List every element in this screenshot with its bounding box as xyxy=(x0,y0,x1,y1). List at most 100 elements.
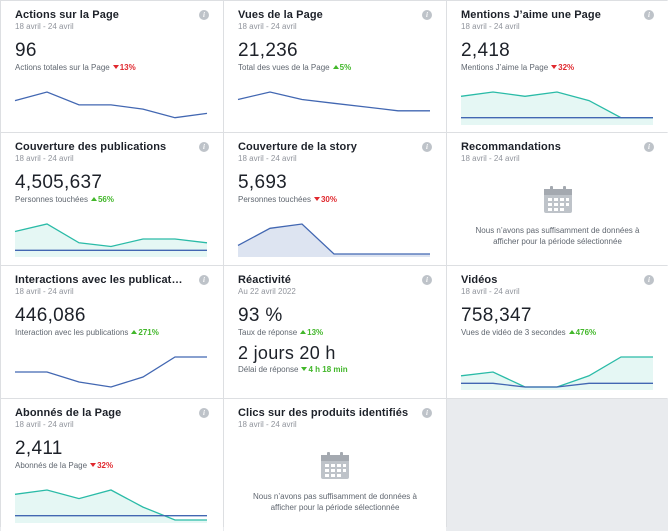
trend-down-icon xyxy=(551,65,558,69)
sparkline xyxy=(237,91,430,112)
sparkline-area-0 xyxy=(461,92,653,125)
delta-badge: 13% xyxy=(112,63,136,72)
delta-value: 271% xyxy=(138,328,159,337)
trend-up-icon xyxy=(568,330,575,334)
card-couverture-story[interactable]: Couverture de la story 18 avril - 24 avr… xyxy=(224,133,446,265)
trend-up-icon xyxy=(300,330,307,334)
card-metric-label: Personnes touchées xyxy=(238,195,311,204)
info-icon[interactable]: i xyxy=(644,10,654,20)
card-metric-label: Mentions J’aime la Page xyxy=(461,63,549,72)
delta-value: 5% xyxy=(339,63,352,72)
calendar-icon xyxy=(543,186,572,213)
card-abonnes[interactable]: Abonnés de la Page 18 avril - 24 avril i… xyxy=(1,399,223,531)
delta-value: 13% xyxy=(307,328,324,337)
calendar-icon xyxy=(321,452,349,479)
trend-up-icon xyxy=(90,197,97,201)
card-title[interactable]: Couverture des publications xyxy=(15,141,167,153)
sparkline xyxy=(14,489,207,523)
sparkline-line-0 xyxy=(237,91,430,112)
sparkline-line-0 xyxy=(14,91,208,119)
card-value: 21,236 xyxy=(238,40,298,61)
trend-down-icon xyxy=(90,463,97,467)
sparkline xyxy=(237,223,430,257)
card-recommandations[interactable]: Recommandations 18 avril - 24 avril i No… xyxy=(447,133,668,265)
card-title[interactable]: Vues de la Page xyxy=(238,9,323,21)
card-title[interactable]: Réactivité xyxy=(238,274,291,286)
sparkline xyxy=(15,356,207,388)
trend-down-icon xyxy=(112,65,119,69)
card-title[interactable]: Clics sur des produits identifiés xyxy=(238,407,409,419)
delta-badge: 56% xyxy=(90,195,114,204)
card-metric-label: Vues de vidéo de 3 secondes xyxy=(461,328,566,337)
delta-badge: 32% xyxy=(551,63,574,72)
sparkline xyxy=(14,91,208,119)
card-title[interactable]: Abonnés de la Page xyxy=(15,407,122,419)
card-subtitle: Mentions J’aime la Page 32% xyxy=(461,63,654,72)
card-actions[interactable]: Actions sur la Page 18 avril - 24 avril … xyxy=(1,1,223,132)
card-date: 18 avril - 24 avril xyxy=(238,154,297,163)
info-icon[interactable]: i xyxy=(644,275,654,285)
card-metric-label: Actions totales sur la Page xyxy=(15,63,110,72)
sparkline xyxy=(14,223,208,257)
card-date: Au 22 avril 2022 xyxy=(238,287,296,296)
card-value: 2,418 xyxy=(461,40,511,61)
response-rate-value: 93 % xyxy=(238,305,283,326)
info-icon[interactable]: i xyxy=(644,142,654,152)
card-subtitle: Personnes touchées 56% xyxy=(15,195,209,204)
info-icon[interactable]: i xyxy=(422,275,432,285)
card-title[interactable]: Interactions avec les publicat… xyxy=(15,274,183,286)
card-subtitle: Personnes touchées 30% xyxy=(238,195,432,204)
delta-value: 13% xyxy=(119,63,136,72)
info-icon[interactable]: i xyxy=(422,10,432,20)
card-reactivite[interactable]: Réactivité Au 22 avril 2022 i 93 % Taux … xyxy=(224,266,446,398)
trend-up-icon xyxy=(332,65,339,69)
delta-badge: 271% xyxy=(131,328,159,337)
card-metric-label: Taux de réponse xyxy=(238,328,298,337)
info-icon[interactable]: i xyxy=(199,142,209,152)
card-clics-produits[interactable]: Clics sur des produits identifiés 18 avr… xyxy=(224,399,446,531)
sparkline-area-0 xyxy=(238,224,430,257)
trend-down-icon xyxy=(313,197,320,201)
card-metric-label: Abonnés de la Page xyxy=(15,461,88,470)
card-date: 18 avril - 24 avril xyxy=(461,287,520,296)
sparkline-area-0 xyxy=(15,224,207,257)
card-mentions[interactable]: Mentions J’aime une Page 18 avril - 24 a… xyxy=(447,1,668,132)
delta-badge: 476% xyxy=(568,328,596,337)
card-date: 18 avril - 24 avril xyxy=(15,420,74,429)
info-icon[interactable]: i xyxy=(422,408,432,418)
card-title[interactable]: Couverture de la story xyxy=(238,141,357,153)
card-date: 18 avril - 24 avril xyxy=(238,420,297,429)
card-metric-label: Personnes touchées xyxy=(15,195,88,204)
delta-value: 32% xyxy=(97,461,114,470)
delta-badge-2: 4 h 18 min xyxy=(301,365,348,374)
card-title[interactable]: Recommandations xyxy=(461,141,561,153)
card-vues[interactable]: Vues de la Page 18 avril - 24 avril i 21… xyxy=(224,1,446,132)
card-metric-label-2: Délai de réponse xyxy=(238,365,299,374)
card-videos[interactable]: Vidéos 18 avril - 24 avril i 758,347 Vue… xyxy=(447,266,668,398)
sparkline-line-0 xyxy=(14,223,208,248)
card-value: 2,411 xyxy=(15,438,63,459)
sparkline xyxy=(460,91,653,125)
sparkline-area-0 xyxy=(461,357,653,390)
delta-value: 30% xyxy=(320,195,337,204)
card-title[interactable]: Actions sur la Page xyxy=(15,9,119,21)
info-icon[interactable]: i xyxy=(199,275,209,285)
card-subtitle: Taux de réponse 13% xyxy=(238,328,432,337)
info-icon[interactable]: i xyxy=(422,142,432,152)
empty-grid-cell xyxy=(447,399,668,531)
delta-badge: 5% xyxy=(332,63,352,72)
card-subtitle: Interaction avec les publications 271% xyxy=(15,328,209,337)
response-time-value: 2 jours 20 h xyxy=(238,343,336,363)
card-couverture-publications[interactable]: Couverture des publications 18 avril - 2… xyxy=(1,133,223,265)
card-date: 18 avril - 24 avril xyxy=(461,22,520,31)
empty-message: Nous n’avons pas suffisamment de données… xyxy=(253,492,417,512)
card-date: 18 avril - 24 avril xyxy=(15,287,74,296)
sparkline-line-0 xyxy=(237,223,430,255)
card-title[interactable]: Vidéos xyxy=(461,274,498,286)
info-icon[interactable]: i xyxy=(199,408,209,418)
info-icon[interactable]: i xyxy=(199,10,209,20)
trend-up-icon xyxy=(301,367,308,371)
card-title[interactable]: Mentions J’aime une Page xyxy=(461,9,601,21)
card-interactions[interactable]: Interactions avec les publicat… 18 avril… xyxy=(1,266,223,398)
